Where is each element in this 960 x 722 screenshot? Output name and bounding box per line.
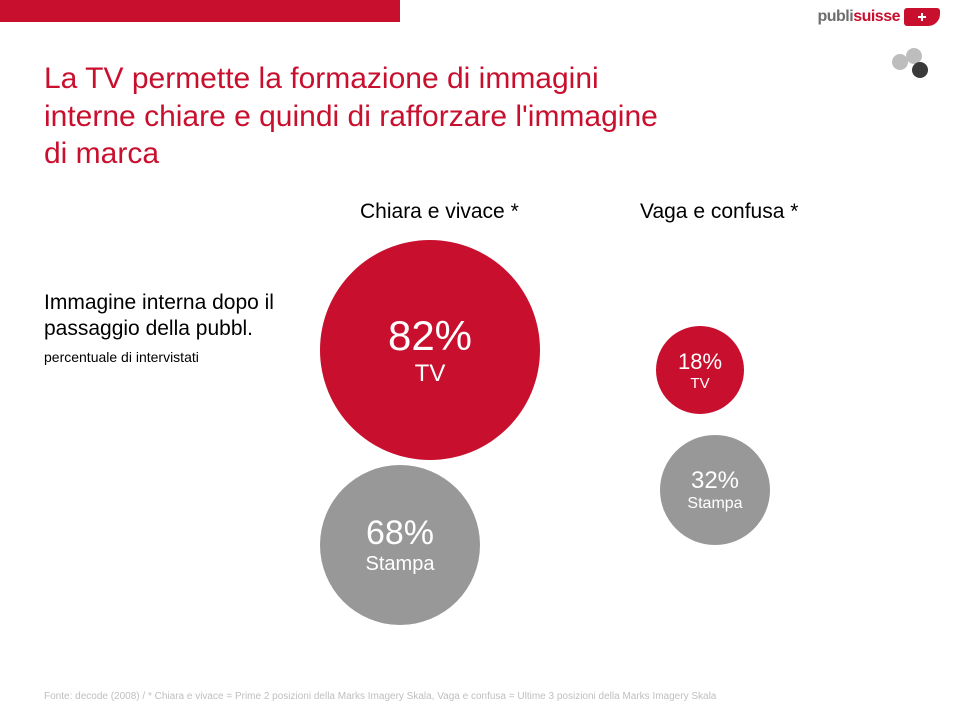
slide-title: La TV permette la formazione di immagini… bbox=[44, 60, 684, 173]
column-label-clear: Chiara e vivace * bbox=[360, 200, 519, 224]
source-footnote: Fonte: decode (2008) / * Chiara e vivace… bbox=[44, 691, 916, 702]
bubble-value: 68% bbox=[366, 514, 434, 553]
side-heading: Immagine interna dopo il passaggio della… bbox=[44, 290, 304, 343]
header-accent-bar bbox=[0, 0, 400, 22]
column-label-vague: Vaga e confusa * bbox=[640, 200, 798, 224]
brand-name-part2: suisse bbox=[853, 8, 900, 25]
brand-name: publisuisse bbox=[817, 8, 900, 26]
deco-circle-3 bbox=[912, 62, 928, 78]
bubble-value: 82% bbox=[388, 312, 472, 360]
bubble-label: Stampa bbox=[366, 553, 435, 576]
bubble-value: 32% bbox=[691, 467, 739, 495]
side-subheading: percentuale di intervistati bbox=[44, 349, 304, 365]
bubble-tv-vague: 18% TV bbox=[656, 326, 744, 414]
bubble-label: TV bbox=[415, 360, 446, 388]
bubble-label: Stampa bbox=[687, 495, 742, 513]
bubble-label: TV bbox=[690, 375, 709, 392]
bubble-print-clear: 68% Stampa bbox=[320, 465, 480, 625]
brand-name-part1: publi bbox=[817, 8, 853, 25]
side-caption: Immagine interna dopo il passaggio della… bbox=[44, 290, 304, 365]
decoration-circles bbox=[892, 48, 932, 78]
bubble-print-vague: 32% Stampa bbox=[660, 435, 770, 545]
brand-logo: publisuisse bbox=[817, 8, 940, 26]
swiss-flag-icon bbox=[904, 8, 940, 26]
bubble-value: 18% bbox=[678, 349, 722, 375]
slide-page: publisuisse La TV permette la formazione… bbox=[0, 0, 960, 722]
bubble-tv-clear: 82% TV bbox=[320, 240, 540, 460]
